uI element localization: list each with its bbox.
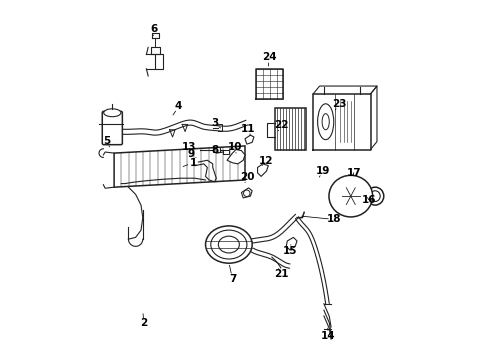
Polygon shape bbox=[242, 188, 252, 198]
Polygon shape bbox=[227, 149, 245, 164]
Text: 15: 15 bbox=[283, 246, 297, 256]
Ellipse shape bbox=[244, 190, 250, 197]
Ellipse shape bbox=[104, 109, 121, 117]
Text: 5: 5 bbox=[103, 136, 111, 145]
Ellipse shape bbox=[211, 230, 247, 259]
Text: 20: 20 bbox=[241, 172, 255, 182]
Text: 12: 12 bbox=[259, 156, 273, 166]
Text: 24: 24 bbox=[262, 52, 276, 62]
Text: 22: 22 bbox=[274, 121, 289, 130]
Text: 1: 1 bbox=[189, 158, 196, 168]
Bar bbox=[275, 108, 306, 149]
Text: 18: 18 bbox=[327, 215, 341, 224]
Text: 17: 17 bbox=[346, 168, 361, 178]
Text: 21: 21 bbox=[274, 269, 289, 279]
Text: 19: 19 bbox=[316, 166, 330, 176]
FancyBboxPatch shape bbox=[102, 111, 122, 145]
Ellipse shape bbox=[345, 191, 356, 202]
Text: 4: 4 bbox=[175, 102, 182, 112]
Text: 3: 3 bbox=[211, 118, 218, 128]
Text: 13: 13 bbox=[182, 142, 196, 152]
Ellipse shape bbox=[334, 180, 368, 212]
Ellipse shape bbox=[367, 187, 384, 205]
Ellipse shape bbox=[329, 175, 372, 217]
Ellipse shape bbox=[370, 191, 380, 202]
Text: 8: 8 bbox=[211, 145, 218, 155]
Ellipse shape bbox=[322, 114, 329, 130]
Text: 7: 7 bbox=[229, 274, 236, 284]
Polygon shape bbox=[245, 135, 254, 144]
Text: 16: 16 bbox=[362, 195, 376, 205]
Text: 9: 9 bbox=[188, 149, 195, 159]
Ellipse shape bbox=[340, 186, 361, 206]
Text: 10: 10 bbox=[228, 142, 242, 152]
Polygon shape bbox=[286, 237, 297, 250]
Bar bbox=[213, 147, 220, 152]
Text: 23: 23 bbox=[332, 99, 346, 109]
Ellipse shape bbox=[219, 236, 239, 253]
Text: 2: 2 bbox=[140, 319, 147, 328]
Ellipse shape bbox=[318, 104, 334, 140]
Text: 11: 11 bbox=[241, 124, 255, 134]
Polygon shape bbox=[114, 146, 245, 187]
Text: 6: 6 bbox=[150, 24, 157, 35]
Polygon shape bbox=[258, 164, 269, 176]
Text: 14: 14 bbox=[321, 331, 336, 341]
Ellipse shape bbox=[205, 226, 252, 263]
